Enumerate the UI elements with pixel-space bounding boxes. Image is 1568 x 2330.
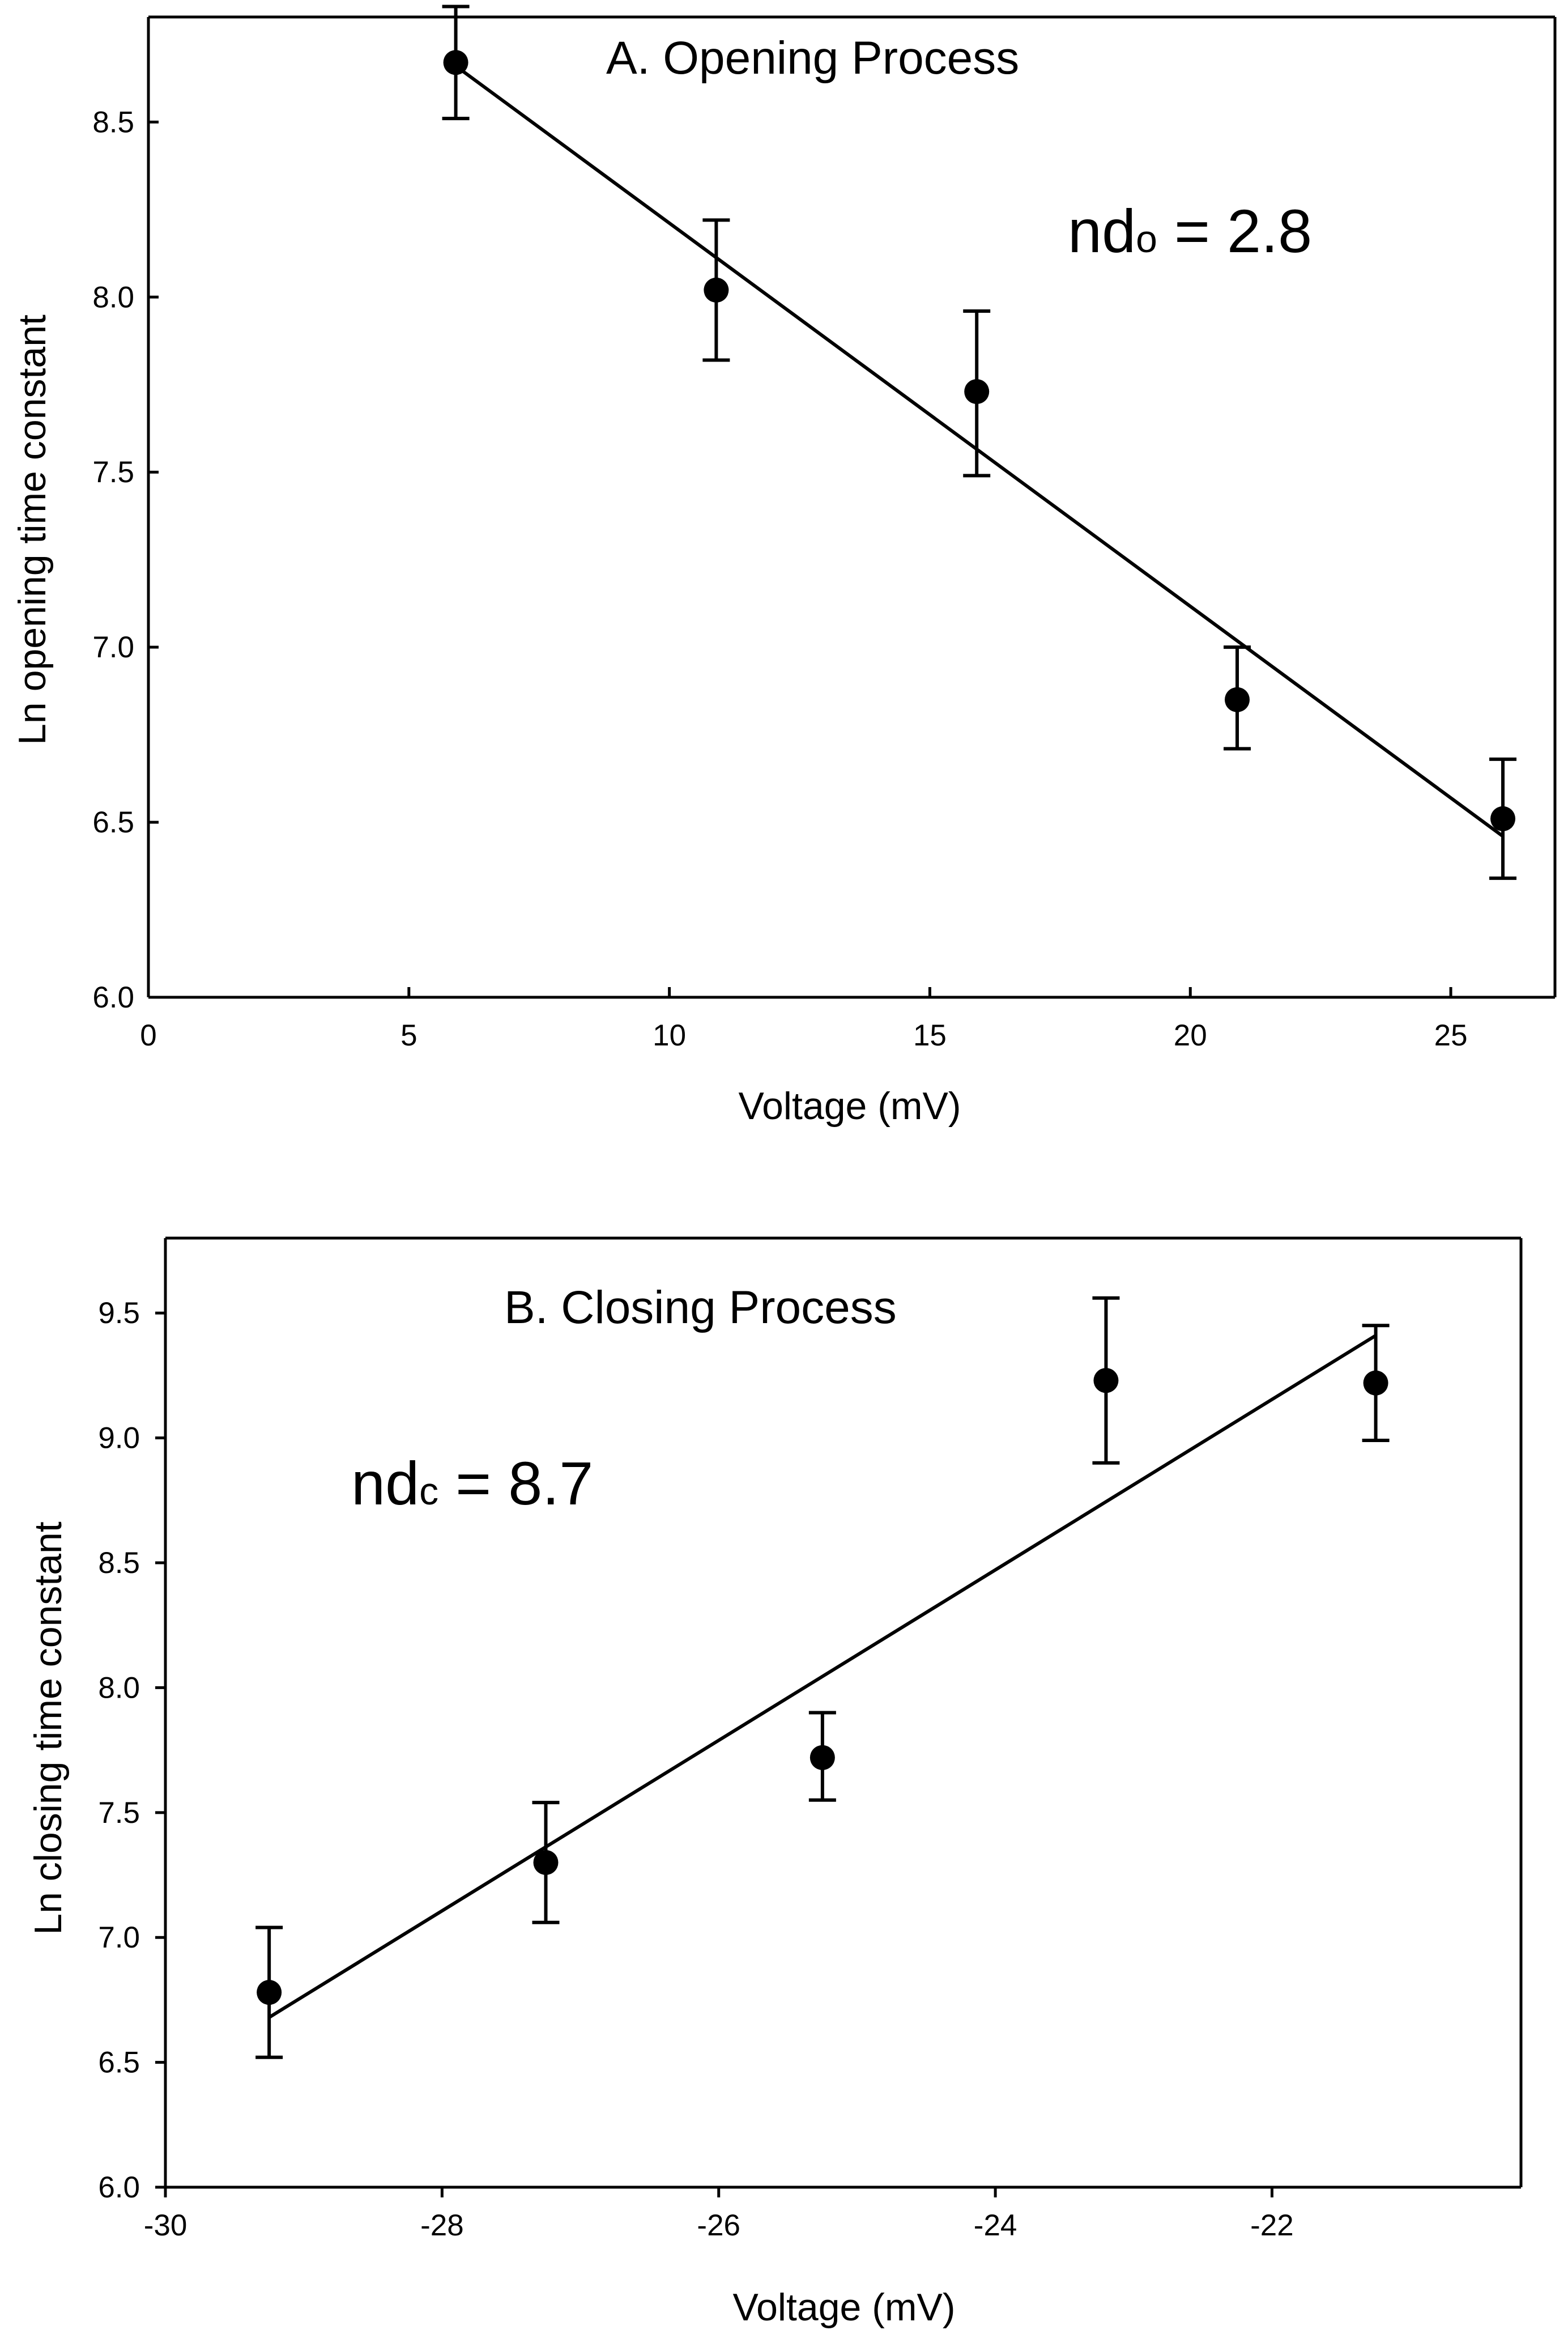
x-tick-label-b: -22 (1250, 2209, 1294, 2242)
y-tick-label-a: 7.5 (92, 456, 134, 489)
data-point-b (1363, 1370, 1388, 1396)
annotation-a: ndo = 2.8 (1068, 197, 1312, 265)
x-axis-title-b: Voltage (mV) (732, 2286, 955, 2329)
y-axis-title-b: Ln closing time constant (27, 1521, 70, 1935)
y-tick-label-b: 9.0 (98, 1422, 140, 1455)
data-point-b (1093, 1368, 1119, 1393)
y-axis-title-a: Ln opening time constant (11, 314, 54, 745)
y-tick-label-a: 6.0 (92, 981, 134, 1014)
x-tick-label-a: 5 (400, 1019, 417, 1052)
x-tick-label-b: -30 (144, 2209, 188, 2242)
panel-a-opening: 0 5 10 15 20 25 6.0 6.5 7.0 7.5 8.0 8.5 A. Opening … (11, 5, 1557, 1128)
data-point-a (443, 50, 468, 75)
data-point-b (533, 1849, 559, 1875)
y-tick-label-b: 7.0 (98, 1921, 140, 1954)
x-tick-label-b: -28 (420, 2209, 464, 2242)
y-tick-label-b: 6.0 (98, 2171, 140, 2204)
panel-b-closing: -30 -28 -26 -24 -226.06.57.07.58.08.59.09.5 … (27, 1236, 1523, 2329)
data-point-b (257, 1980, 282, 2005)
y-tick-label-a: 6.5 (92, 806, 134, 839)
x-tick-label-a: 0 (140, 1019, 156, 1052)
y-tick-label-b: 9.5 (98, 1296, 140, 1330)
y-tick-label-a: 8.0 (92, 280, 134, 314)
x-tick-label-a: 10 (653, 1019, 686, 1052)
annotation-b: ndc = 8.7 (351, 1449, 593, 1517)
x-tick-label-b: -24 (974, 2209, 1017, 2242)
regression-line-b (268, 1334, 1377, 2019)
y-tick-label-b: 6.5 (98, 2046, 140, 2080)
regression-line-a (454, 65, 1504, 838)
x-axis-title-a: Voltage (mV) (738, 1085, 961, 1128)
y-tick-label-a: 7.0 (92, 631, 134, 664)
x-tick-label-a: 20 (1174, 1019, 1207, 1052)
y-tick-label-b: 8.0 (98, 1671, 140, 1704)
data-point-a (1490, 806, 1516, 831)
y-tick-label-a: 8.5 (92, 105, 134, 139)
y-tick-label-b: 7.5 (98, 1796, 140, 1830)
chart-title-a: A. Opening Process (606, 32, 1019, 84)
y-tick-label-b: 8.5 (98, 1546, 140, 1580)
data-point-a (964, 379, 990, 405)
x-tick-label-a: 15 (913, 1019, 947, 1052)
x-tick-label-a: 25 (1434, 1019, 1468, 1052)
data-point-a (1225, 687, 1250, 712)
x-tick-label-b: -26 (697, 2209, 740, 2242)
chart-title-b: B. Closing Process (504, 1282, 897, 1333)
data-point-a (704, 277, 729, 303)
data-point-b (809, 1745, 835, 1770)
